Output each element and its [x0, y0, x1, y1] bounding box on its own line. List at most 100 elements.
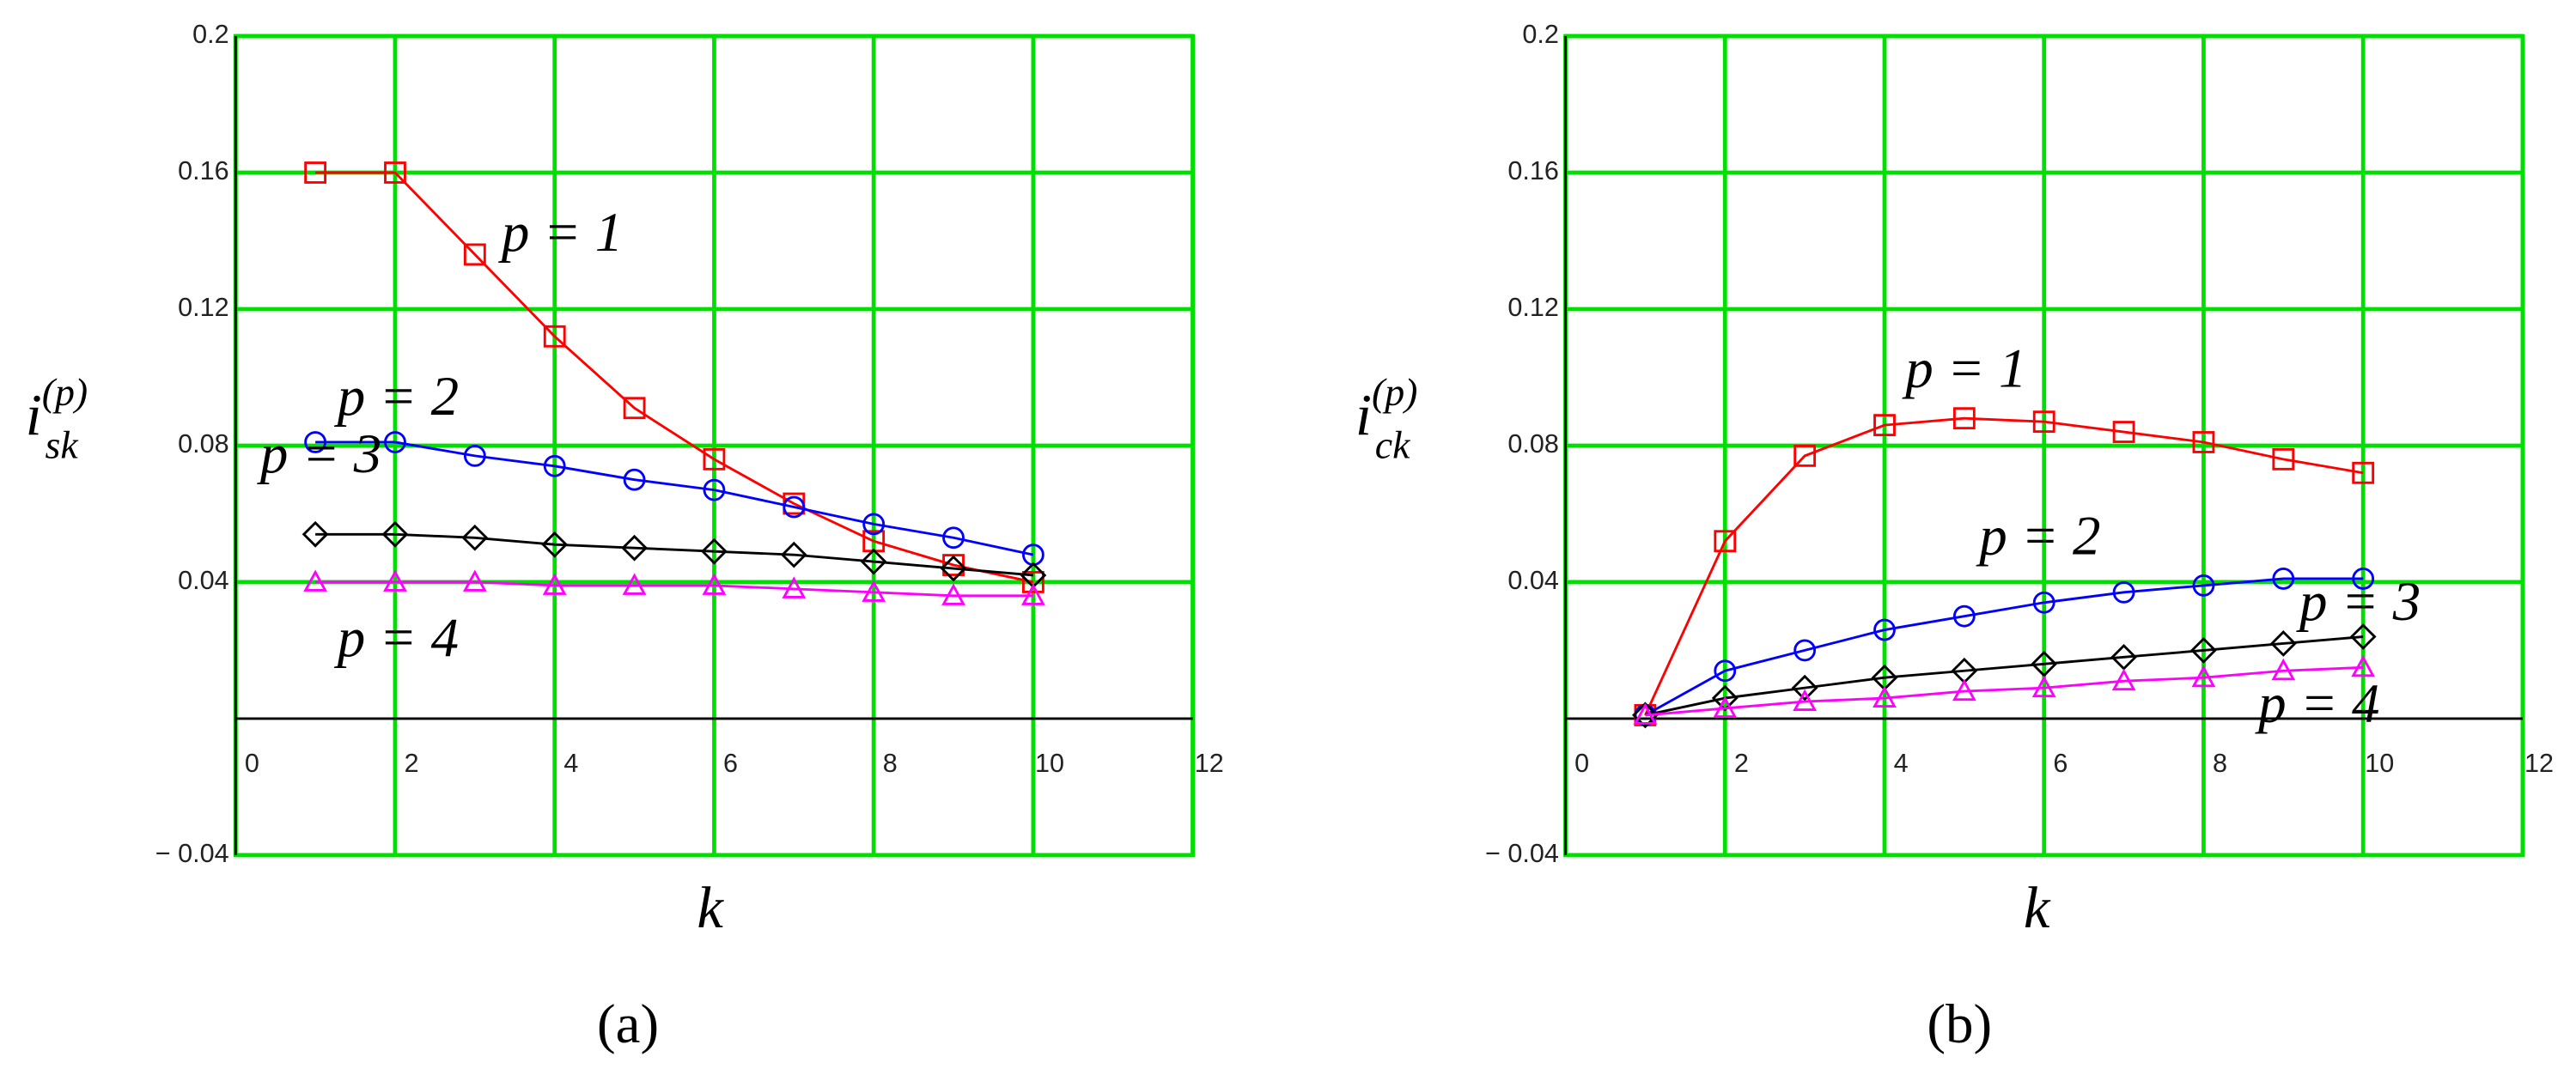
x-tick-label: 6 — [723, 749, 738, 778]
marker — [2031, 675, 2056, 698]
marker — [541, 531, 569, 558]
series-annotation: p = 2 — [1976, 506, 2100, 568]
marker — [1714, 659, 1737, 683]
marker — [1873, 414, 1896, 437]
x-tick-label: 12 — [1195, 749, 1224, 778]
x-axis-label: k — [2024, 875, 2051, 940]
marker — [1791, 674, 1818, 701]
marker — [941, 583, 965, 605]
marker — [2032, 591, 2055, 614]
marker — [701, 538, 728, 565]
plot: 0 2 4 6 8 10 12 − 0.04 0.04 0.08 0.12 0.16 0.2 p = 1 p… — [1485, 20, 2554, 868]
plot: 0 2 4 6 8 10 12 − 0.04 0.04 0.08 0.12 0.16 0.2 p = 1 p… — [155, 20, 1224, 868]
marker — [2112, 580, 2135, 604]
y-tick-label: 0.08 — [178, 429, 229, 459]
marker — [860, 548, 887, 575]
marker — [783, 495, 806, 519]
marker — [1711, 684, 1739, 712]
x-tick-label: 2 — [1734, 749, 1749, 778]
series-line — [1645, 635, 2364, 717]
marker — [1793, 444, 1817, 467]
series-line — [1644, 416, 2364, 716]
marker — [703, 478, 726, 501]
panel-label: (b) — [1927, 993, 1992, 1055]
y-tick-label: 0.2 — [1522, 20, 1559, 49]
marker — [623, 397, 646, 420]
marker — [942, 554, 965, 576]
y-axis-label: i(p) ck — [1355, 370, 1418, 466]
series-annotation: p = 4 — [334, 607, 459, 669]
x-tick-label: 10 — [2365, 749, 2394, 778]
marker — [1793, 639, 1817, 662]
series-line — [315, 440, 1034, 556]
marker — [463, 243, 486, 266]
series-annotation: p = 3 — [257, 423, 381, 485]
x-tick-label: 12 — [2524, 749, 2554, 778]
marker — [304, 161, 327, 184]
marker — [1631, 701, 1659, 729]
marker — [2352, 461, 2375, 484]
x-tick-label: 0 — [245, 749, 259, 778]
marker — [2352, 568, 2375, 590]
y-tick-label: 0.08 — [1507, 429, 1559, 459]
marker — [1713, 695, 1738, 718]
marker — [2190, 637, 2217, 664]
marker — [2272, 568, 2295, 590]
marker — [2192, 431, 2215, 453]
marker — [2192, 574, 2215, 597]
marker — [2111, 668, 2136, 691]
marker — [862, 580, 886, 602]
y-tick-label: 0.16 — [178, 156, 229, 185]
marker — [2191, 665, 2216, 688]
marker — [621, 534, 648, 562]
marker — [942, 526, 965, 550]
marker — [304, 431, 327, 453]
series-annotation: p = 1 — [1902, 338, 2026, 400]
x-axis-label: k — [697, 875, 724, 940]
marker — [1714, 530, 1737, 553]
y-tick-label: 0.12 — [1507, 293, 1559, 322]
y-label-sub: ck — [1375, 422, 1411, 466]
marker — [384, 431, 406, 453]
y-tick-label: − 0.04 — [1485, 839, 1559, 868]
marker — [383, 569, 407, 592]
y-label-sup: (p) — [42, 370, 88, 414]
marker — [1873, 618, 1896, 641]
marker — [2269, 630, 2297, 657]
y-tick-label: − 0.04 — [155, 839, 229, 868]
x-tick-label: 10 — [1035, 749, 1064, 778]
marker — [2271, 658, 2296, 681]
x-tick-label: 4 — [563, 749, 578, 778]
y-label-base: i — [1355, 383, 1372, 448]
y-tick-label: 0.04 — [178, 566, 229, 595]
marker — [2112, 421, 2135, 443]
marker — [1021, 583, 1045, 605]
marker — [462, 569, 487, 592]
x-tick-label: 0 — [1574, 749, 1589, 778]
x-tick-label: 6 — [2053, 749, 2067, 778]
series-line — [1644, 577, 2364, 717]
panel-label: (a) — [597, 993, 659, 1055]
y-tick-label: 0.2 — [192, 20, 229, 49]
marker — [2351, 654, 2376, 677]
marker — [1873, 685, 1897, 708]
marker — [301, 520, 329, 548]
marker — [1952, 678, 1976, 701]
marker — [381, 520, 409, 548]
y-label-sub: sk — [46, 422, 80, 466]
y-tick-label: 0.16 — [1507, 156, 1559, 185]
marker — [622, 573, 647, 595]
marker — [703, 447, 726, 471]
marker — [303, 569, 328, 592]
series-line — [315, 580, 1033, 598]
marker — [782, 576, 807, 598]
marker — [2349, 623, 2377, 650]
x-tick-label: 8 — [883, 749, 898, 778]
y-label-sup: (p) — [1372, 370, 1417, 414]
y-tick-label: 0.12 — [178, 293, 229, 322]
x-tick-label: 2 — [405, 749, 419, 778]
series-line — [315, 532, 1034, 577]
marker — [1793, 689, 1818, 712]
marker — [1952, 407, 1976, 430]
